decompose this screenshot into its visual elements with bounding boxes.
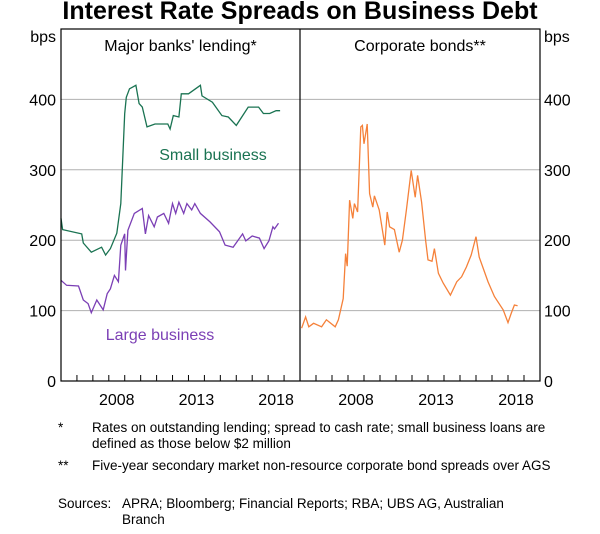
y-tick-label-left: 100 <box>29 304 56 321</box>
y-axis-label-right: bps <box>544 29 570 46</box>
y-tick-label-left: 300 <box>29 163 56 180</box>
x-tick-label: 2013 <box>179 392 215 409</box>
chart-title: Interest Rate Spreads on Business Debt <box>62 0 538 25</box>
x-tick-label: 2018 <box>498 392 534 409</box>
series-line <box>300 123 518 329</box>
series-line <box>60 200 280 315</box>
footnote-text: Five-year secondary market non-resource … <box>92 458 551 473</box>
footnote-text: Rates on outstanding lending; spread to … <box>92 420 546 451</box>
y-axis-label-left: bps <box>30 29 56 46</box>
y-tick-label-right: 300 <box>544 163 571 180</box>
x-tick-label: 2013 <box>418 392 454 409</box>
footnote-mark: ** <box>58 458 69 473</box>
y-tick-label-right: 100 <box>544 304 571 321</box>
y-tick-label-right: 400 <box>544 92 571 109</box>
series-label-small-business: Small business <box>159 147 267 164</box>
x-tick-label: 2018 <box>258 392 294 409</box>
panel-title: Corporate bonds** <box>354 38 486 55</box>
y-tick-label-left: 0 <box>47 374 56 391</box>
sources-text: APRA; Bloomberg; Financial Reports; RBA;… <box>122 496 504 527</box>
y-tick-label-left: 200 <box>29 233 56 250</box>
y-tick-label-left: 400 <box>29 92 56 109</box>
x-tick-label: 2008 <box>338 392 374 409</box>
series-label-large-business: Large business <box>106 327 215 344</box>
y-tick-label-right: 0 <box>544 374 553 391</box>
series-line <box>60 84 281 257</box>
y-tick-label-right: 200 <box>544 233 571 250</box>
footnote-mark: * <box>58 420 64 435</box>
sources-label: Sources: <box>58 496 112 511</box>
panel-title: Major banks' lending* <box>104 38 256 55</box>
x-tick-label: 2008 <box>99 392 135 409</box>
